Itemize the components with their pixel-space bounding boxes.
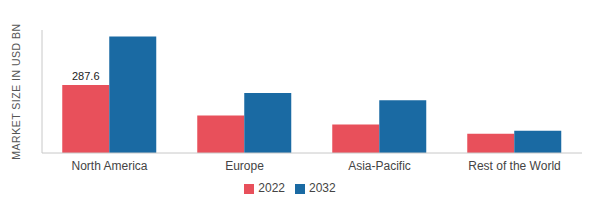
svg-text:Asia-Pacific: Asia-Pacific — [348, 159, 411, 173]
html-text:2032: 2032 — [309, 181, 336, 195]
svg-text:North America: North America — [71, 159, 147, 173]
html-text:2022: 2022 — [258, 181, 285, 195]
svg-text:Europe: Europe — [225, 159, 264, 173]
svg-text:Rest of the World: Rest of the World — [468, 159, 560, 173]
svg-text:287.6: 287.6 — [72, 70, 100, 82]
svg-text:MARKET SIZE IN USD BN: MARKET SIZE IN USD BN — [10, 23, 22, 159]
